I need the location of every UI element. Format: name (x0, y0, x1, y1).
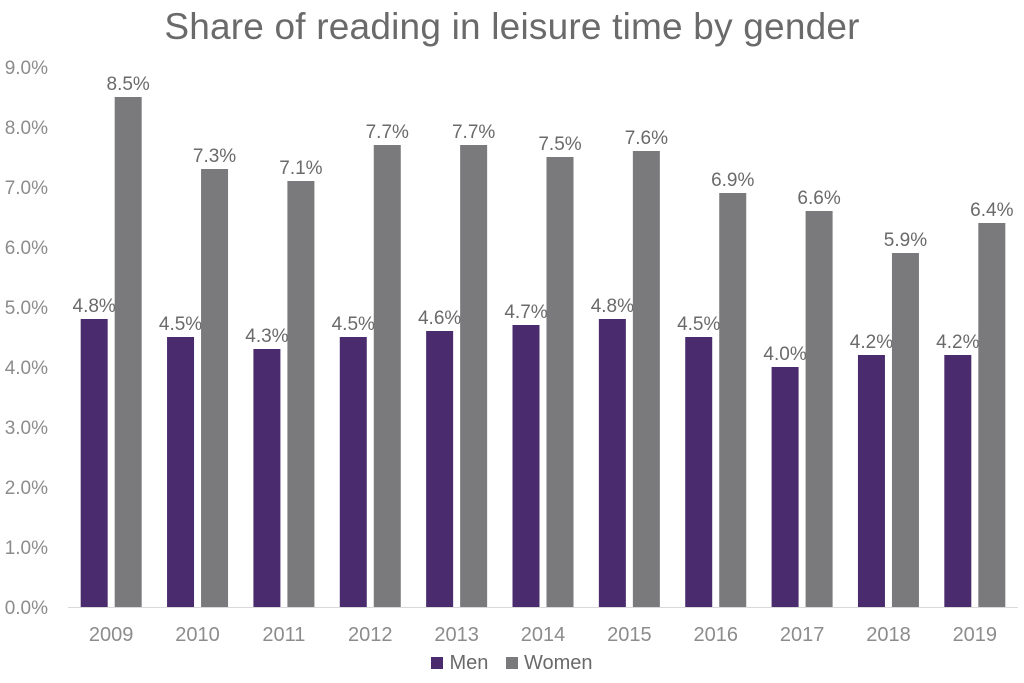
data-label-men: 4.5% (159, 314, 202, 335)
bar-women (805, 211, 833, 607)
bar-men (771, 367, 799, 607)
data-label-women: 5.9% (884, 230, 927, 251)
data-label-men: 4.8% (591, 296, 634, 317)
y-tick-label: 7.0% (5, 178, 48, 199)
data-label-women: 7.1% (279, 158, 322, 179)
x-tick-label: 2018 (866, 624, 911, 646)
data-label-men: 4.2% (936, 332, 979, 353)
data-label-women: 7.6% (625, 128, 668, 149)
bar-women (460, 145, 488, 607)
data-label-men: 4.6% (418, 308, 461, 329)
data-label-men: 4.7% (504, 302, 547, 323)
bars: 4.8% 8.5% 4.5% 7.3% 4.3% 7.1% 4.5% 7.7% 4.6% 7.7%… (73, 74, 1014, 607)
y-tick-label: 0.0% (5, 598, 48, 619)
x-tick-label: 2019 (953, 624, 998, 646)
bar-women (978, 223, 1006, 607)
chart-title: Share of reading in leisure time by gend… (164, 6, 860, 47)
bar-women (287, 181, 315, 607)
legend-swatch-women (505, 657, 518, 669)
y-tick-label: 9.0% (5, 58, 48, 79)
legend: Men Women (0, 652, 1024, 675)
bar-men (598, 319, 626, 607)
data-label-men: 4.5% (677, 314, 720, 335)
bar-men (339, 337, 367, 607)
legend-label-men: Men (449, 652, 489, 674)
y-axis: 0.0% 1.0% 2.0% 3.0% 4.0% 5.0% 6.0% 7.0% 8.0% 9.0% (5, 58, 48, 619)
bar-men (167, 337, 195, 607)
bar-men (857, 355, 885, 607)
y-tick-label: 1.0% (5, 538, 48, 559)
data-label-women: 7.3% (193, 146, 236, 167)
x-tick-label: 2017 (780, 624, 825, 646)
bar-women (632, 151, 660, 607)
x-tick-label: 2009 (89, 624, 134, 646)
bar-women (114, 97, 142, 607)
y-tick-label: 4.0% (5, 358, 48, 379)
data-label-women: 6.9% (711, 170, 754, 191)
bar-men (426, 331, 454, 607)
x-tick-label: 2013 (434, 624, 479, 646)
legend-label-women: Women (523, 652, 593, 674)
bar-women (546, 157, 574, 607)
x-tick-label: 2012 (348, 624, 393, 646)
data-label-women: 6.4% (970, 200, 1013, 221)
data-label-men: 4.5% (332, 314, 375, 335)
data-label-men: 4.8% (73, 296, 116, 317)
bar-women (201, 169, 229, 607)
x-axis: 2009 2010 2011 2012 2013 2014 2015 2016 2017 2018… (68, 607, 1018, 646)
x-tick-label: 2011 (262, 624, 305, 646)
x-tick-label: 2015 (607, 624, 652, 646)
y-tick-label: 3.0% (5, 418, 48, 439)
data-label-women: 7.5% (538, 134, 581, 155)
data-label-women: 7.7% (366, 122, 409, 143)
y-tick-label: 2.0% (5, 478, 48, 499)
bar-men (944, 355, 972, 607)
data-label-men: 4.0% (763, 344, 806, 365)
legend-swatch-men (431, 657, 444, 669)
data-label-women: 7.7% (452, 122, 495, 143)
data-label-women: 6.6% (797, 188, 840, 209)
y-tick-label: 5.0% (5, 298, 48, 319)
bar-men (80, 319, 108, 607)
y-tick-label: 8.0% (5, 118, 48, 139)
bar-women (891, 253, 919, 607)
legend-item-men: Men (431, 652, 488, 675)
bar-men (253, 349, 281, 607)
bar-women (719, 193, 747, 607)
data-label-women: 8.5% (107, 74, 150, 95)
bar-women (373, 145, 401, 607)
x-tick-label: 2016 (693, 624, 738, 646)
data-label-men: 4.3% (245, 326, 288, 347)
bar-men (685, 337, 713, 607)
y-tick-label: 6.0% (5, 238, 48, 259)
data-label-men: 4.2% (850, 332, 893, 353)
legend-item-women: Women (505, 652, 593, 675)
x-tick-label: 2014 (521, 624, 566, 646)
bar-men (512, 325, 540, 607)
x-tick-label: 2010 (175, 624, 220, 646)
